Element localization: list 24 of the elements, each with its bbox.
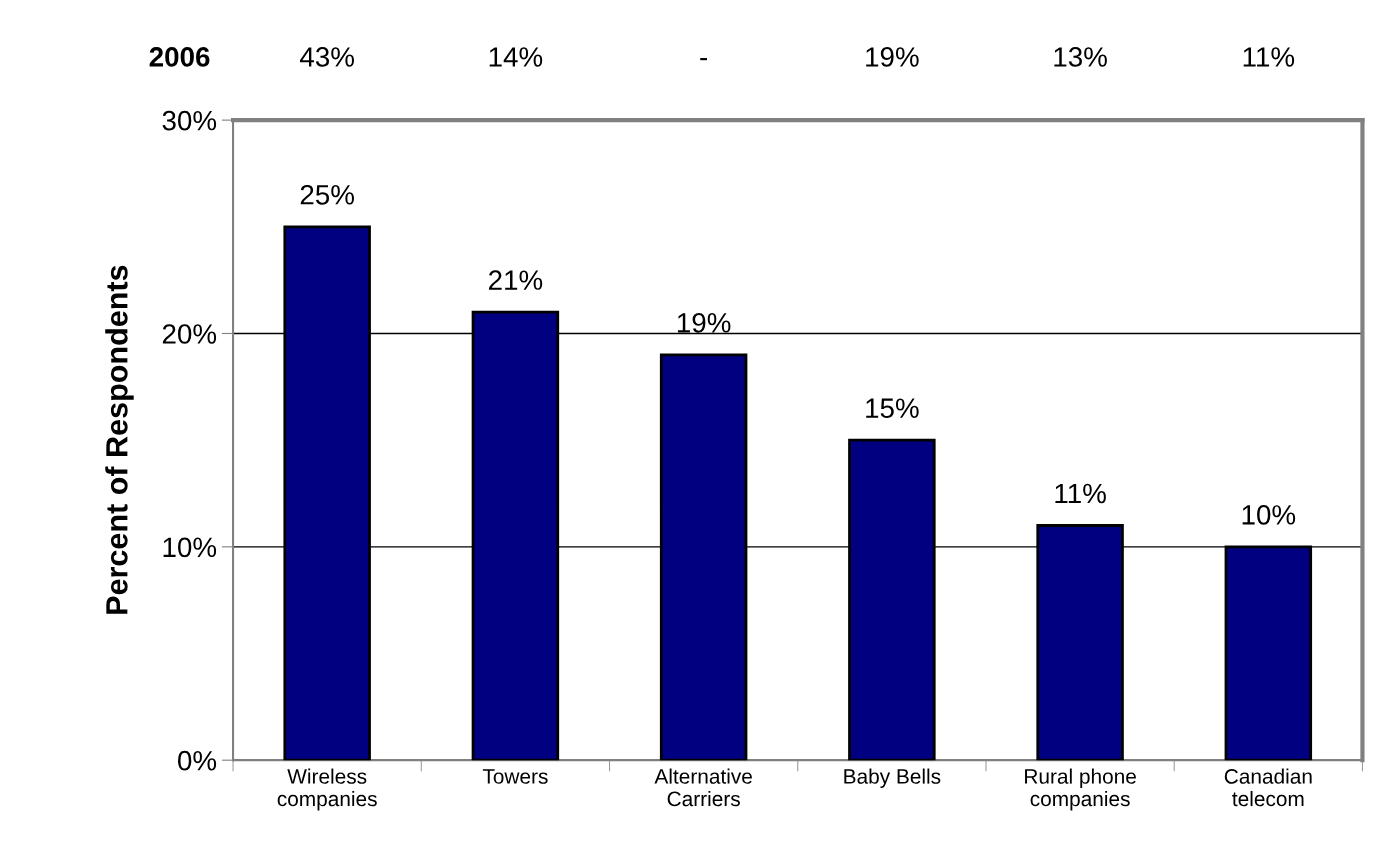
text: 2006: [149, 47, 210, 67]
data-label: 11%: [1055, 483, 1106, 504]
x-tick-label: Canadian telecom: [1224, 768, 1312, 807]
text: 14%: [489, 47, 543, 67]
x-tick-label: Alternative Carriers: [654, 768, 752, 807]
data-label: 21%: [489, 270, 543, 290]
x-tick-label: Rural phone companies: [1025, 768, 1136, 811]
x-tick-label: Towers: [482, 769, 548, 784]
data-label: 10%: [1242, 505, 1296, 525]
text: -: [700, 58, 708, 61]
text: 11%: [1243, 47, 1295, 67]
text: 19%: [866, 47, 919, 67]
y-tick-label: 20%: [162, 324, 217, 344]
x-tick-label: Wireless companies: [277, 768, 377, 811]
y-tick-label: 10%: [163, 537, 217, 558]
data-label: 25%: [300, 184, 354, 205]
y-axis-title: Percent of Respondents: [105, 265, 134, 614]
y-tick-label: 0%: [178, 750, 217, 771]
x-tick-label: Baby Bells: [844, 768, 941, 788]
data-label: 19%: [677, 312, 731, 333]
text: 43%: [300, 47, 354, 67]
data-label: 15%: [866, 398, 919, 418]
text: 13%: [1054, 47, 1107, 67]
y-tick-label: 30%: [162, 110, 217, 131]
